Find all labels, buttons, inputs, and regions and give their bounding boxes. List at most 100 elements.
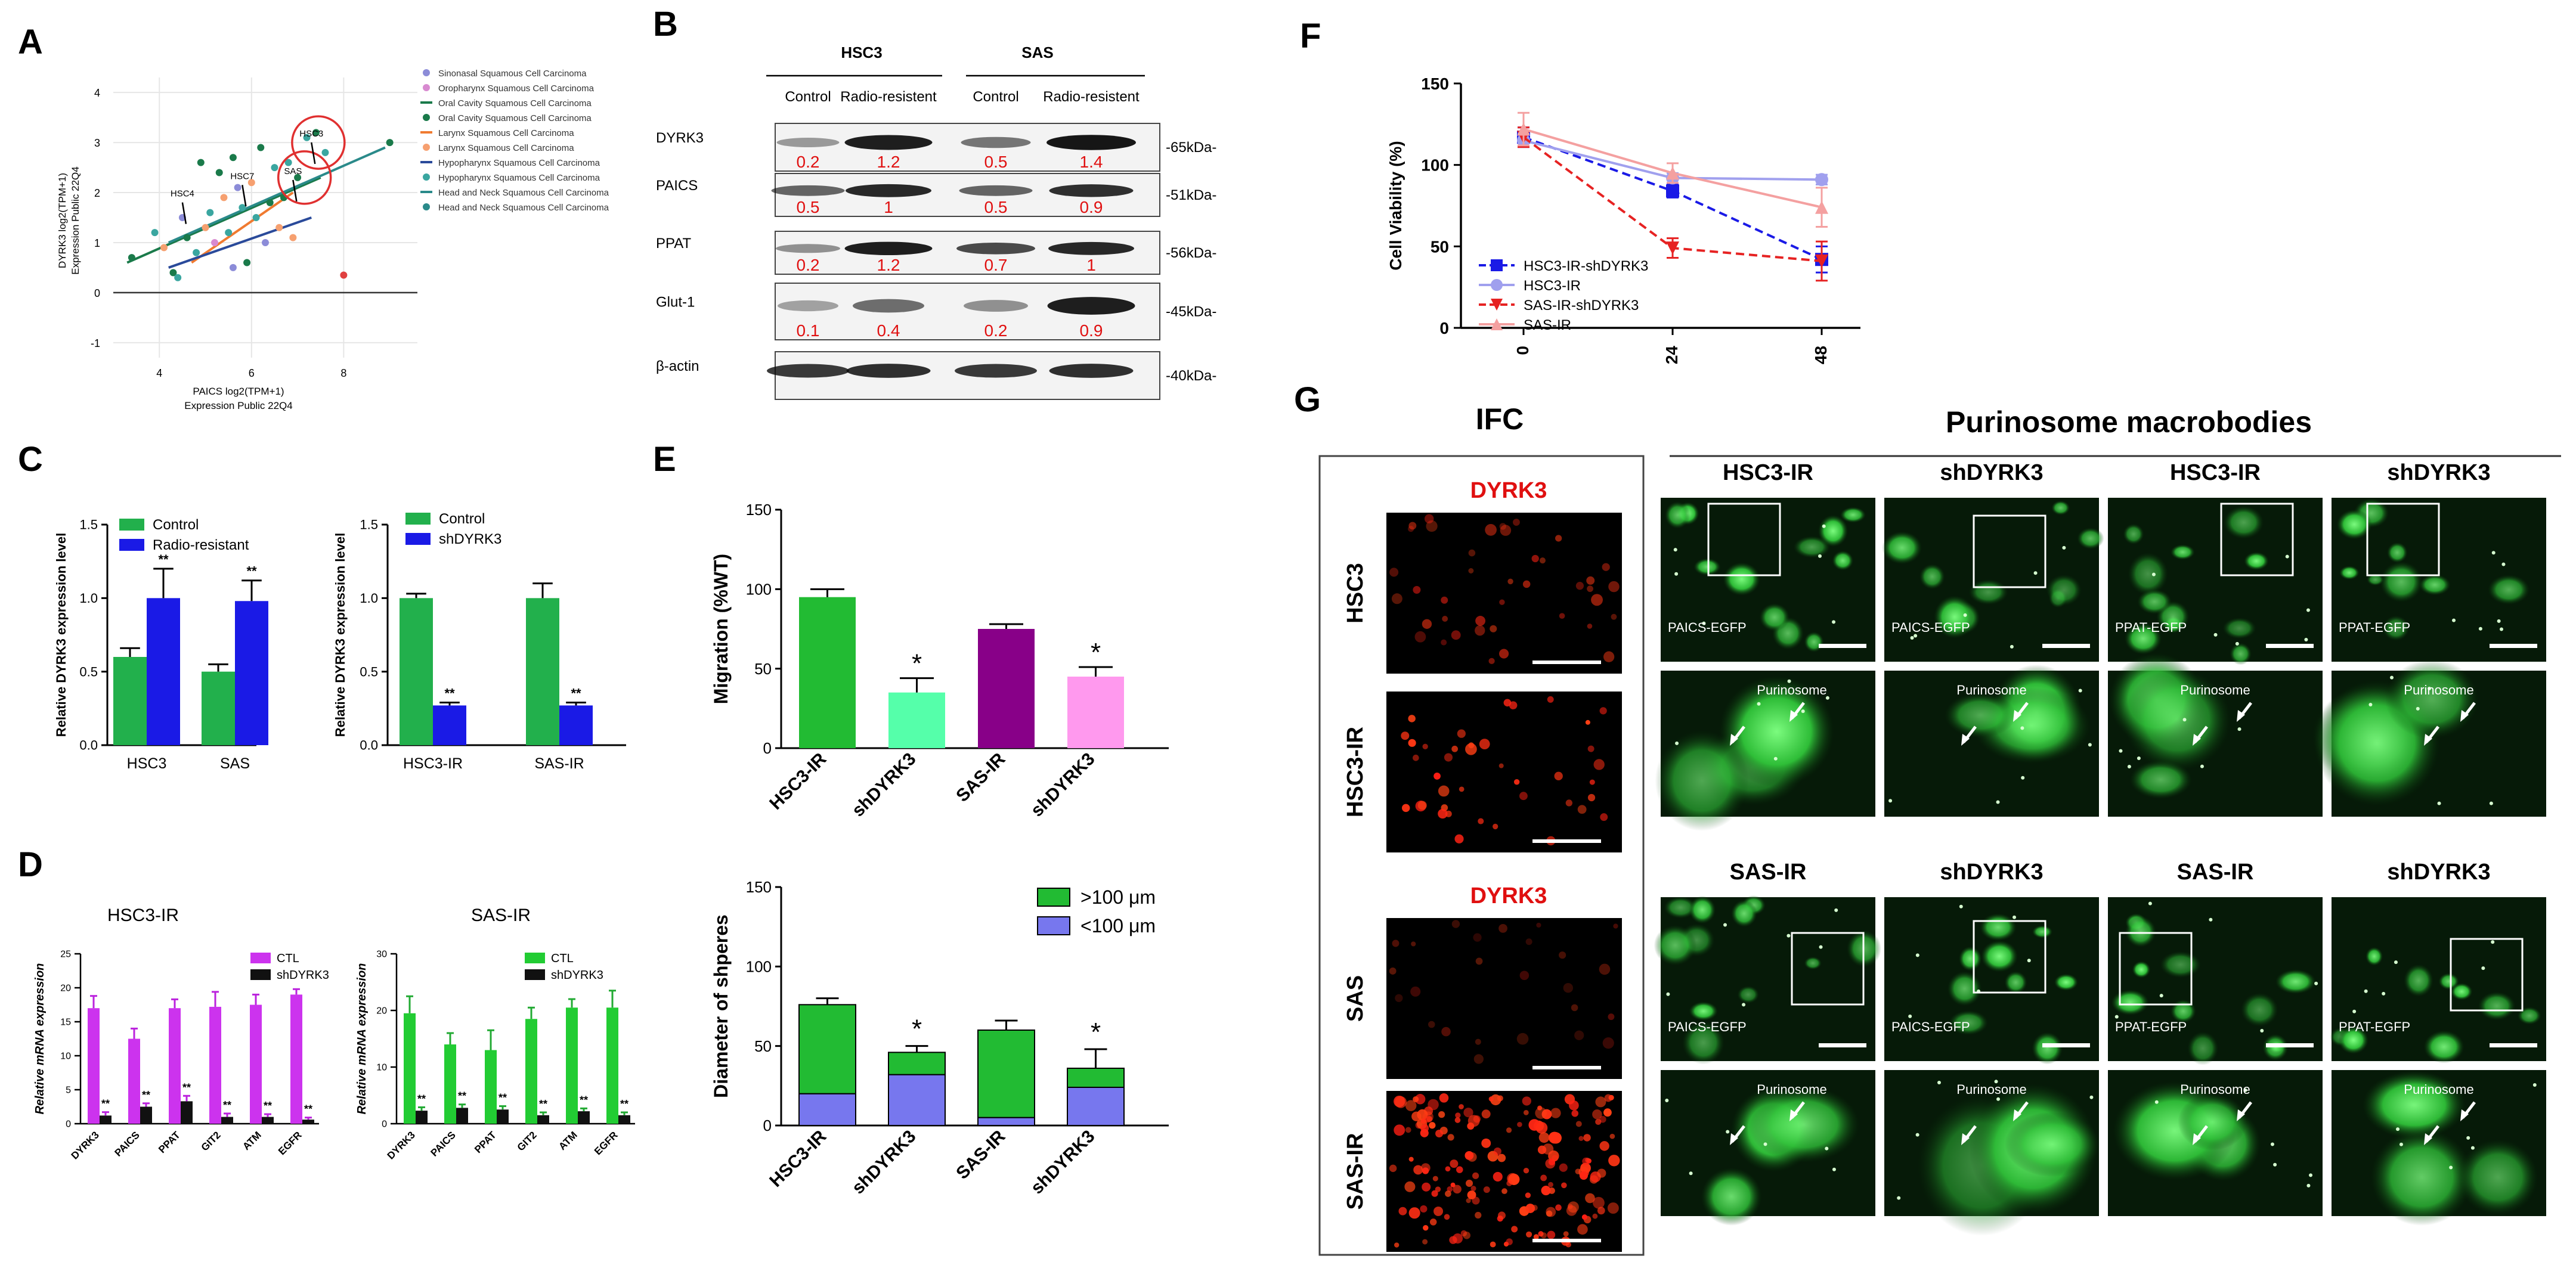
purinosome-dot — [1996, 1097, 2001, 1101]
purinosome-dot — [2088, 743, 2092, 747]
red-cell — [1565, 799, 1572, 807]
quantification-value: 0.5 — [984, 153, 1008, 171]
bar — [113, 657, 147, 745]
purinosome-dot — [1915, 1133, 1919, 1137]
purinosome-dot — [1773, 756, 1778, 761]
red-cell — [1550, 1108, 1561, 1118]
red-cell — [1413, 1096, 1419, 1103]
category-label: shDYRK3 — [848, 749, 919, 821]
cell — [2423, 1030, 2464, 1063]
y-tick-label: 0.0 — [360, 738, 378, 753]
protein-band — [767, 364, 849, 378]
data-point — [284, 159, 292, 166]
red-cell — [1412, 754, 1419, 761]
arrow-head — [2013, 1109, 2021, 1121]
red-cell — [1559, 951, 1566, 959]
protein-band — [776, 244, 840, 253]
cell — [2032, 1032, 2063, 1065]
red-cell — [1593, 759, 1605, 770]
y-axis-label: Expression Public 22Q4 — [70, 166, 81, 274]
zoom-box — [2366, 503, 2440, 576]
red-cell — [1490, 1241, 1496, 1248]
data-point — [243, 259, 251, 266]
legend-entry: shDYRK3 — [439, 531, 501, 547]
red-cell — [1424, 514, 1434, 523]
red-cell — [1410, 986, 1421, 997]
significance-mark: ** — [182, 1081, 191, 1093]
zoom-box — [1973, 920, 2046, 994]
cell — [2240, 993, 2278, 1027]
bar — [618, 1115, 630, 1124]
scale-bar — [2042, 1043, 2090, 1047]
red-cell — [1481, 1109, 1491, 1119]
red-cell — [1455, 1112, 1461, 1118]
purinosome-dot — [2306, 608, 2310, 612]
red-cell — [1413, 1165, 1423, 1175]
quantification-value: 0.9 — [1080, 321, 1103, 340]
red-cell — [1411, 1111, 1422, 1121]
legend-entry: Sinonasal Squamous Cell Carcinoma — [438, 69, 587, 79]
cell — [2187, 1031, 2219, 1065]
cell — [1968, 579, 2008, 605]
red-cell — [1433, 1206, 1444, 1216]
y-tick-label: 0 — [763, 1117, 772, 1134]
cell — [1979, 913, 2017, 941]
purinosome-dot — [2368, 703, 2373, 707]
red-cell — [1587, 745, 1594, 752]
cell — [2403, 964, 2433, 997]
purinosome-dot — [2200, 764, 2204, 768]
arrow-head — [1789, 1109, 1798, 1121]
red-cell — [1429, 1122, 1436, 1129]
purinosome-dot — [2213, 632, 2218, 637]
ifc-image — [1386, 692, 1622, 852]
data-marker — [1815, 254, 1828, 268]
category-label: ATM — [240, 1129, 264, 1152]
legend-swatch — [119, 519, 144, 531]
y-axis-label: Cell Viability (%) — [1386, 141, 1405, 270]
data-point — [211, 238, 218, 246]
red-cell — [1608, 1155, 1620, 1167]
ifc-frame — [1318, 455, 1645, 1256]
panel-e-migration-chart: 0 50 100 150 Migration (%WT) HSC3-IR * shDYRK3 S… — [710, 501, 1169, 821]
purinosome-label: Purinosome — [2404, 1082, 2473, 1097]
purinosome-dot — [1819, 945, 1823, 949]
column-label: Control — [785, 89, 831, 105]
y-tick-label: 0 — [1439, 319, 1449, 337]
y-tick-label: 50 — [754, 1037, 772, 1055]
bar — [140, 1106, 152, 1124]
red-cell — [1497, 1154, 1506, 1162]
red-cell — [1444, 753, 1453, 762]
red-cell — [1422, 743, 1428, 749]
red-cell — [1472, 1172, 1479, 1179]
legend-swatch — [1037, 916, 1070, 935]
arrow-head — [2460, 1109, 2469, 1121]
red-cell — [1517, 1121, 1522, 1127]
scale-bar — [2266, 644, 2314, 648]
red-cell — [1536, 922, 1541, 928]
column-header: SAS-IR — [1730, 860, 1807, 885]
panel-f-viability-chart: 0 50 100 150 0 24 48 Cell Viability (%) HSC3-IR-… — [1386, 75, 1860, 364]
red-cell — [1417, 801, 1427, 810]
red-cell — [1391, 593, 1402, 604]
macro-title: Purinosome macrobodies — [1946, 405, 2312, 439]
x-tick-label: 4 — [156, 367, 162, 379]
purinosome-label: Purinosome — [2180, 683, 2250, 697]
red-cell — [1540, 1232, 1547, 1239]
data-marker — [1491, 299, 1503, 311]
regression-line — [126, 176, 321, 264]
data-point — [229, 263, 237, 271]
panel-d-right-chart: 0 10 20 30 Relative mRNA expression ** DYRK3 **… — [355, 906, 635, 1162]
data-point — [247, 179, 255, 187]
red-cell — [1441, 1027, 1451, 1037]
panel-b-western-blot: HSC3 SAS Control Radio-resistent Control Radi… — [656, 44, 1216, 400]
red-cell — [1475, 625, 1485, 636]
arrow-head — [2237, 1109, 2245, 1121]
red-cell — [1493, 1171, 1503, 1182]
red-cell — [1513, 519, 1520, 526]
stacked-bar — [977, 1030, 1035, 1118]
cell — [2419, 574, 2451, 596]
category-label: SAS-IR — [952, 749, 1009, 805]
red-cell — [1525, 1204, 1535, 1213]
protein-band — [955, 364, 1037, 378]
protein-band — [844, 135, 933, 150]
